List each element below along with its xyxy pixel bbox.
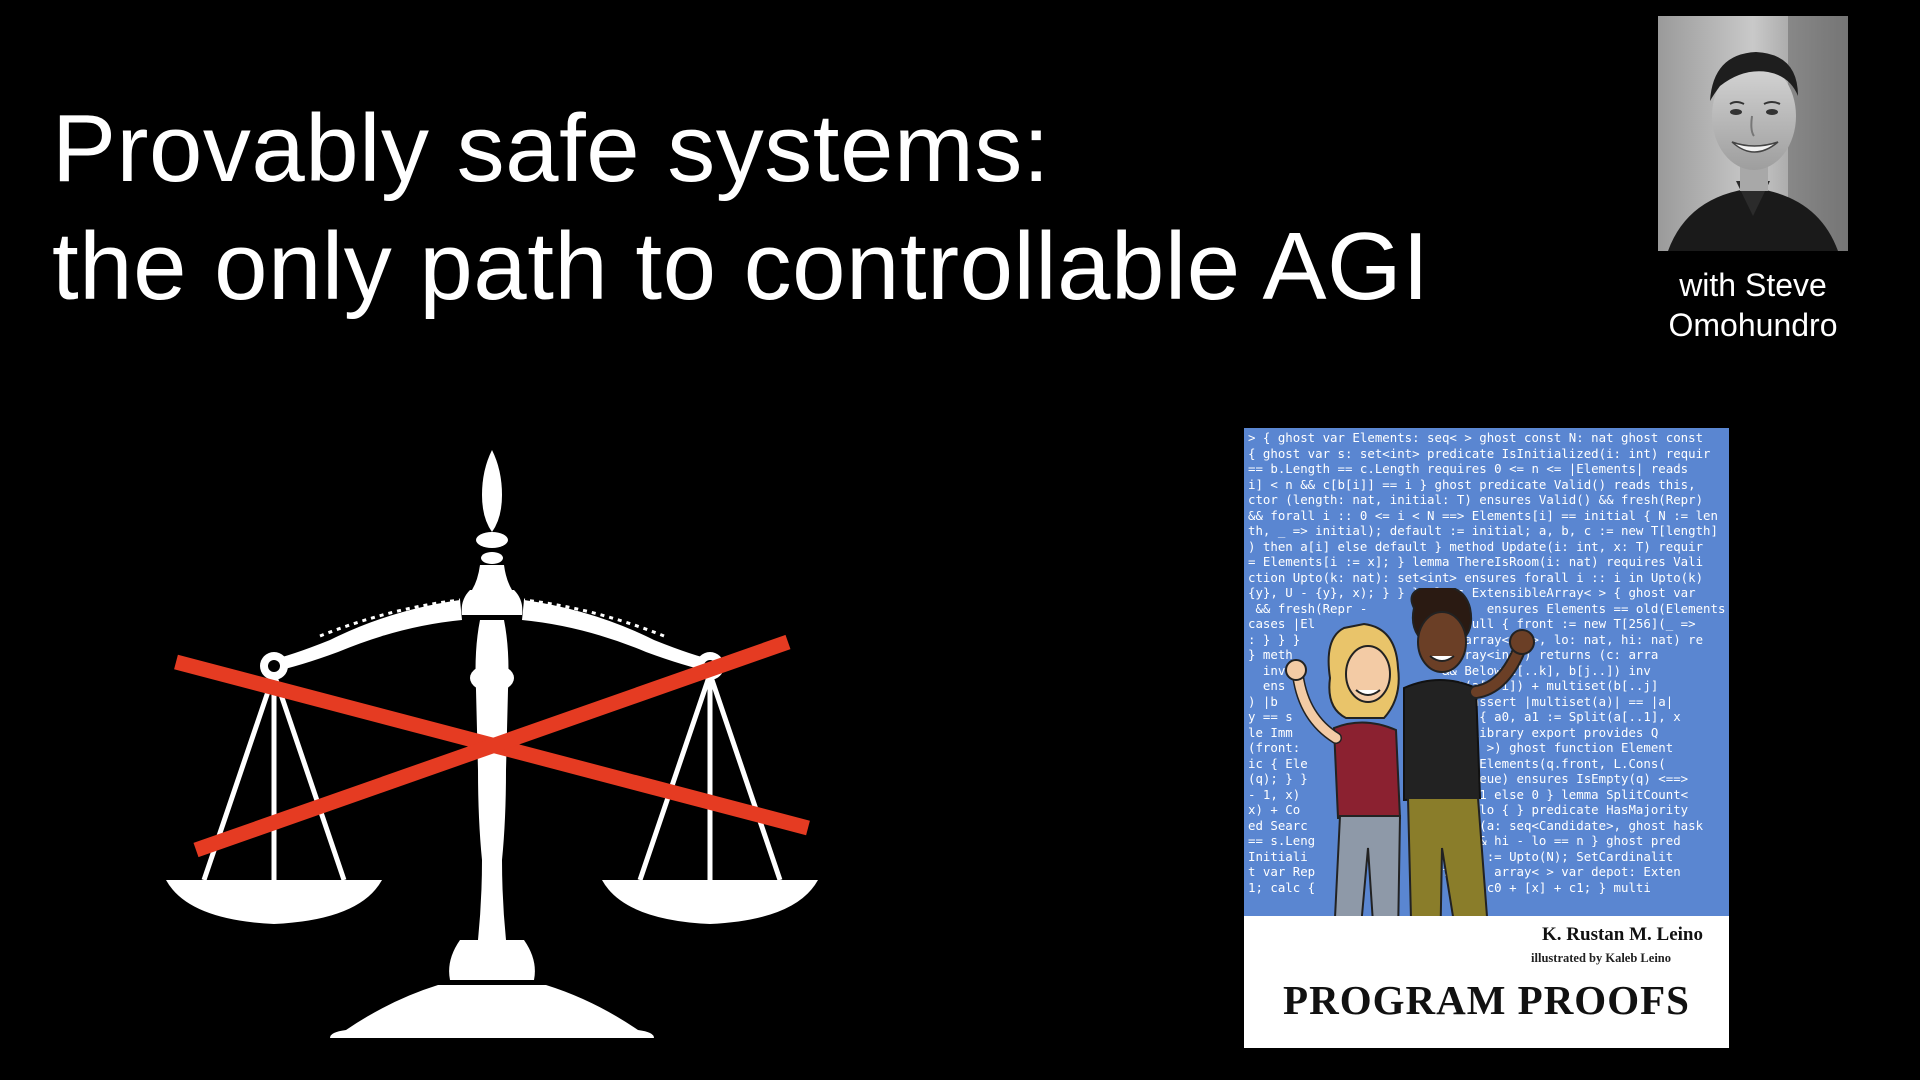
code-line: = Elements[i := x]; } lemma ThereIsRoom(… (1248, 554, 1704, 569)
code-line: x) + Co hi - lo { } predicate HasMajorit… (1248, 802, 1689, 817)
book-author: K. Rustan M. Leino (1542, 924, 1703, 945)
code-line: ction Upto(k: nat): set<int> ensures for… (1248, 569, 1704, 585)
book-illustrator: illustrated by Kaleb Leino (1531, 951, 1671, 965)
code-line: { ghost var s: set<int> predicate IsInit… (1248, 445, 1711, 461)
code-line: && fresh(Repr - ensures Elements == old(… (1248, 600, 1725, 616)
cartoon-characters-illustration (1285, 588, 1535, 916)
red-x-cross-icon (174, 634, 810, 858)
code-line: th, _ => initial); default := initial; a… (1248, 523, 1718, 538)
code-line: Initiali var S := Upto(N); SetCardinalit (1248, 848, 1674, 864)
slide-title-line-2: the only path to controllable AGI (52, 213, 1430, 320)
code-line: i] < n && c[b[i]] == i } ghost predicate… (1248, 476, 1696, 492)
speaker-caption: with Steve Omohundro (1658, 265, 1848, 345)
balance-scale-icon (166, 450, 818, 1038)
slide-title-line-1: Provably safe systems: (52, 95, 1050, 202)
crossed-out-scales-illustration (166, 450, 818, 1038)
slide-title: Provably safe systems: the only path to … (52, 90, 1552, 326)
code-line: ctor (length: nat, initial: T) ensures V… (1248, 492, 1704, 507)
code-line: > { ghost var Elements: seq< > ghost con… (1248, 430, 1704, 445)
woman-character (1285, 622, 1402, 916)
speaker-card: with Steve Omohundro (1658, 16, 1848, 345)
code-line: - 1, x) then 1 else 0 } lemma SplitCount… (1248, 786, 1689, 802)
code-line: && forall i :: 0 <= i < N ==> Elements[i… (1248, 507, 1718, 523)
book-title: PROGRAM PROOFS (1283, 977, 1690, 1023)
program-proofs-book-cover: > { ghost var Elements: seq< > ghost con… (1244, 428, 1729, 1048)
speaker-caption-line-2: Omohundro (1668, 307, 1838, 343)
code-line: (q); } } (q: Queue) ensures IsEmpty(q) <… (1248, 771, 1689, 786)
book-cover-art: > { ghost var Elements: seq< > ghost con… (1244, 428, 1729, 916)
speaker-caption-line-1: with Steve (1679, 267, 1827, 303)
code-line: ) then a[i] else default } method Update… (1248, 538, 1704, 554)
code-line: {y}, U - {y}, x); } } } class Extensible… (1248, 585, 1696, 600)
code-line: 1; calc { c == c0 + [x] + c1; } multi (1248, 879, 1651, 895)
speaker-photo (1658, 16, 1848, 251)
man-character (1403, 588, 1535, 916)
code-line: == b.Length == c.Length requires 0 <= n … (1248, 461, 1689, 476)
